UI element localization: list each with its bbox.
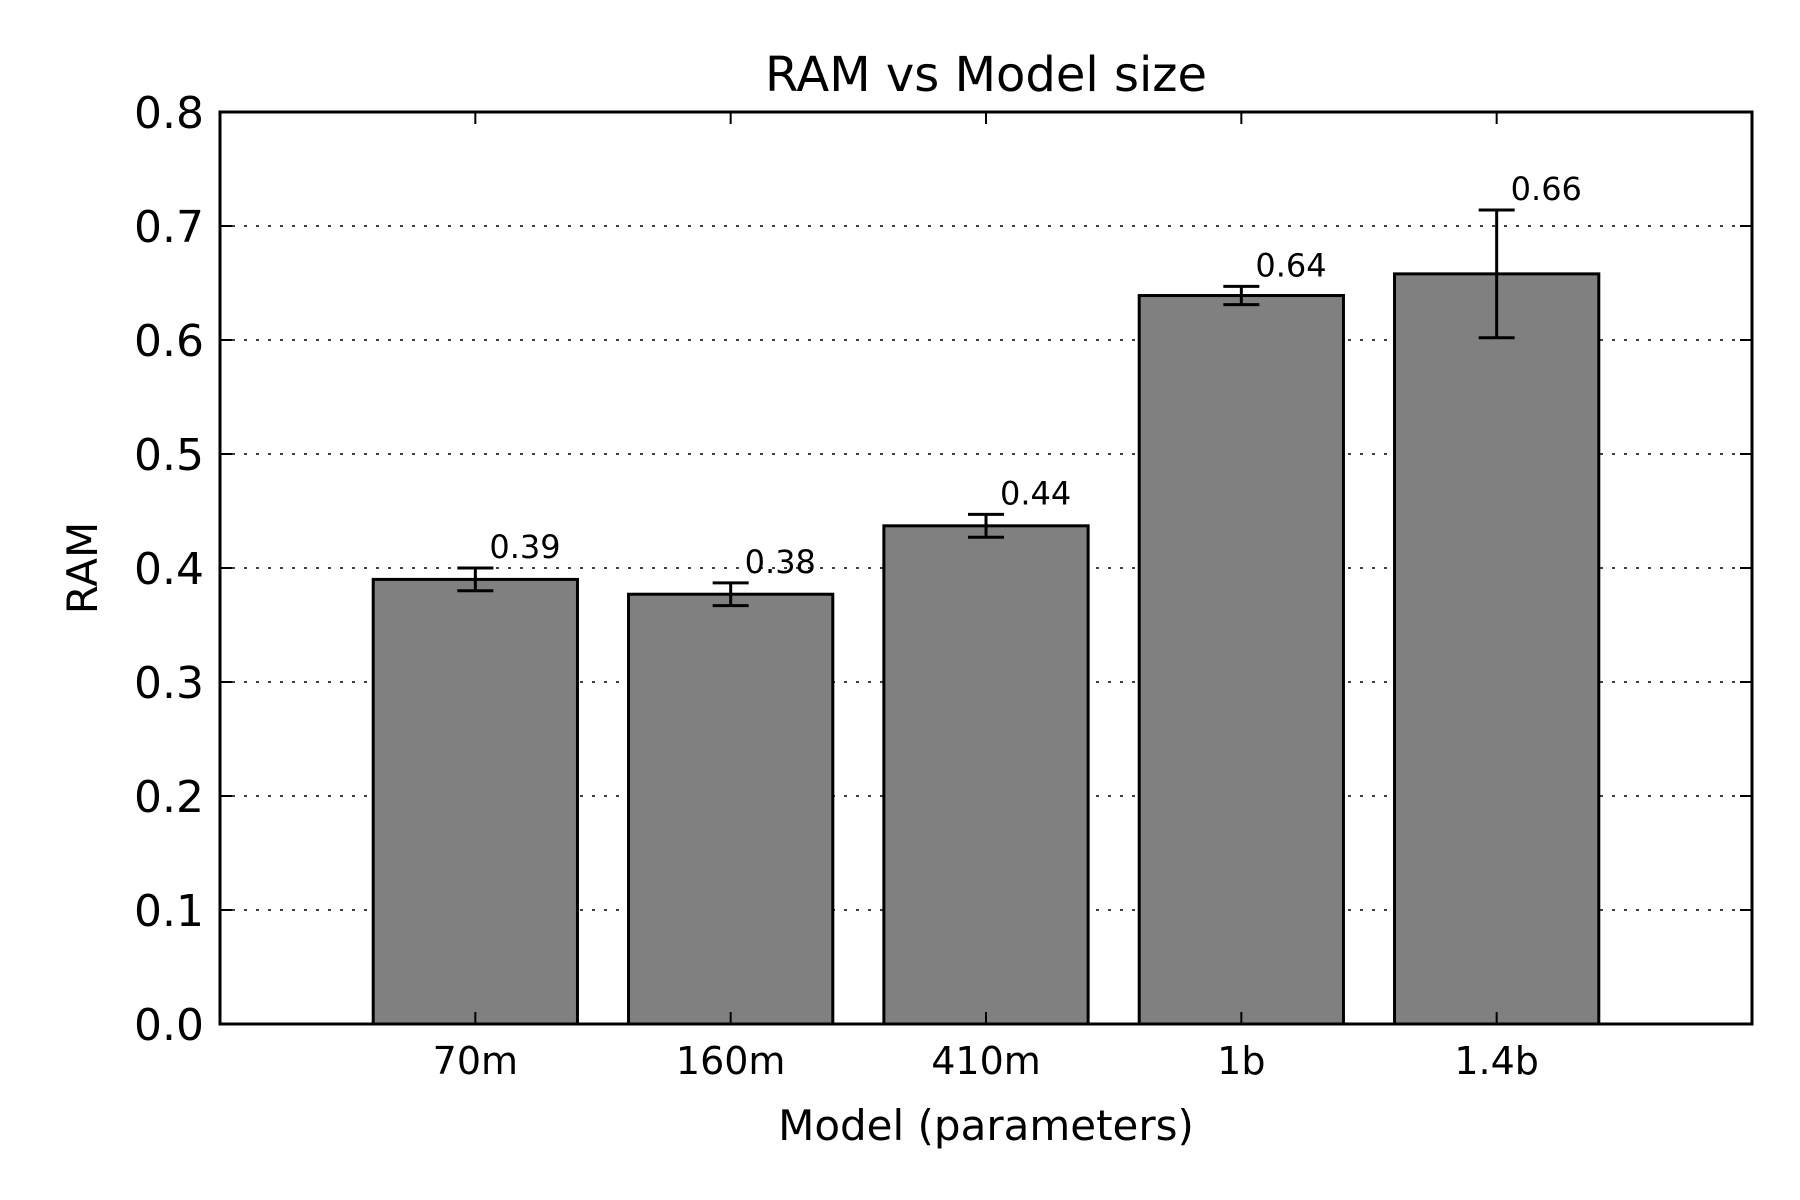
x-axis-label: Model (parameters)	[778, 1101, 1194, 1150]
y-tick-label: 0.3	[134, 658, 204, 709]
x-tick-label-70m: 70m	[433, 1039, 518, 1083]
value-label-70m: 0.39	[489, 528, 560, 566]
x-tick-label-410m: 410m	[931, 1039, 1041, 1083]
bar-1b	[1137, 294, 1345, 1026]
y-tick-label: 0.1	[134, 886, 204, 937]
y-tick-label: 0.7	[134, 202, 204, 253]
bar-160m	[627, 592, 835, 1026]
x-tick-label-1b: 1b	[1217, 1039, 1265, 1083]
bar-70m	[371, 577, 579, 1026]
error-bar-1b	[1223, 284, 1260, 307]
y-tick-label: 0.2	[134, 772, 204, 823]
tick-marks	[220, 111, 1752, 1025]
y-tick-label: 0.4	[134, 544, 204, 595]
error-bar-160m	[712, 581, 749, 608]
x-tick-labels: 70m 160m 410m 1b 1.4b	[433, 1039, 1539, 1083]
y-tick-label: 0.6	[134, 316, 204, 367]
value-label-1b: 0.64	[1255, 246, 1326, 284]
value-label-410m: 0.44	[1000, 474, 1071, 512]
y-tick-label: 0.5	[134, 430, 204, 481]
error-bar-1.4b	[1478, 208, 1515, 340]
x-tick-label-160m: 160m	[676, 1039, 786, 1083]
error-bar-70m	[457, 566, 494, 593]
y-tick-label: 0.0	[134, 1000, 204, 1051]
bars	[371, 272, 1601, 1026]
y-axis-label: RAM	[58, 522, 107, 614]
error-bar-410m	[968, 512, 1004, 539]
value-label-160m: 0.38	[745, 543, 816, 581]
chart-title: RAM vs Model size	[765, 47, 1207, 103]
value-label-1.4b: 0.66	[1511, 170, 1582, 208]
value-labels: 0.39 0.38 0.44 0.64 0.66	[489, 170, 1582, 581]
bar-1.4b	[1393, 272, 1601, 1026]
x-tick-label-1.4b: 1.4b	[1454, 1039, 1539, 1083]
y-tick-labels: 0.0 0.1 0.2 0.3 0.4 0.5 0.6 0.7 0.8	[134, 88, 204, 1051]
y-tick-label: 0.8	[134, 88, 204, 139]
error-bars	[457, 208, 1515, 608]
bar-410m	[882, 524, 1090, 1026]
